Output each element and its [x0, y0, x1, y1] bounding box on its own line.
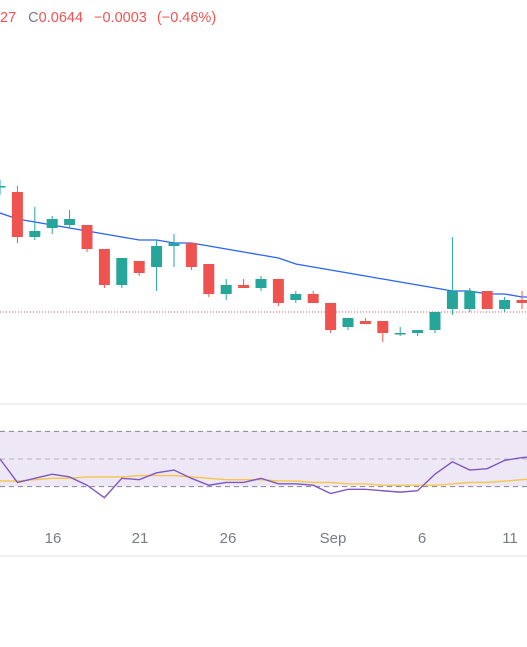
candle-body: [464, 291, 476, 309]
time-axis[interactable]: 16 21 26 Sep 6 11: [0, 530, 527, 557]
candle-body: [220, 285, 232, 294]
candle-body: [499, 300, 511, 309]
candle-body: [11, 192, 23, 237]
candle-body: [481, 291, 493, 309]
candle-body: [168, 243, 180, 246]
time-axis-tick: 11: [502, 530, 518, 547]
rsi-line: [0, 456, 527, 499]
candle-body: [203, 264, 215, 294]
candle-body: [98, 249, 110, 285]
price-pane[interactable]: [0, 180, 527, 342]
candle-body: [446, 291, 458, 309]
legend-change: −0.0003: [94, 10, 147, 26]
candle-body: [429, 312, 441, 330]
ohlc-legend: 27 C0.0644 −0.0003 (−0.46%): [0, 10, 218, 26]
time-axis-tick: 6: [418, 530, 426, 547]
candle-body: [377, 321, 389, 333]
candle-body: [29, 231, 41, 237]
candle-body: [394, 333, 406, 335]
legend-close-value: 0.0644: [38, 10, 84, 26]
candle-body: [359, 321, 371, 324]
candle-body: [46, 219, 58, 228]
candle-body: [325, 303, 337, 330]
candle-body: [307, 294, 319, 303]
legend-change-pct: (−0.46%): [156, 10, 217, 26]
rsi-pane[interactable]: [0, 430, 527, 499]
candle-body: [272, 279, 284, 303]
legend-prev-fragment: 27: [0, 10, 17, 26]
candle-body: [342, 318, 354, 327]
time-axis-tick: 26: [220, 530, 237, 547]
candle-body: [238, 285, 250, 288]
legend-close-label: C: [28, 10, 39, 26]
candle-body: [151, 246, 163, 267]
candle-body: [133, 261, 145, 273]
time-axis-tick: 16: [45, 530, 62, 547]
candle-body: [116, 258, 128, 285]
candle-body: [290, 294, 302, 300]
candle-body: [255, 279, 267, 288]
candle-body: [516, 300, 527, 303]
candle-body: [64, 219, 76, 225]
candle-body: [81, 225, 93, 249]
time-axis-tick: 21: [132, 530, 149, 547]
candle-body: [0, 186, 6, 188]
candle-body: [185, 243, 197, 267]
time-axis-tick: Sep: [320, 530, 347, 547]
candle-body: [412, 330, 424, 333]
